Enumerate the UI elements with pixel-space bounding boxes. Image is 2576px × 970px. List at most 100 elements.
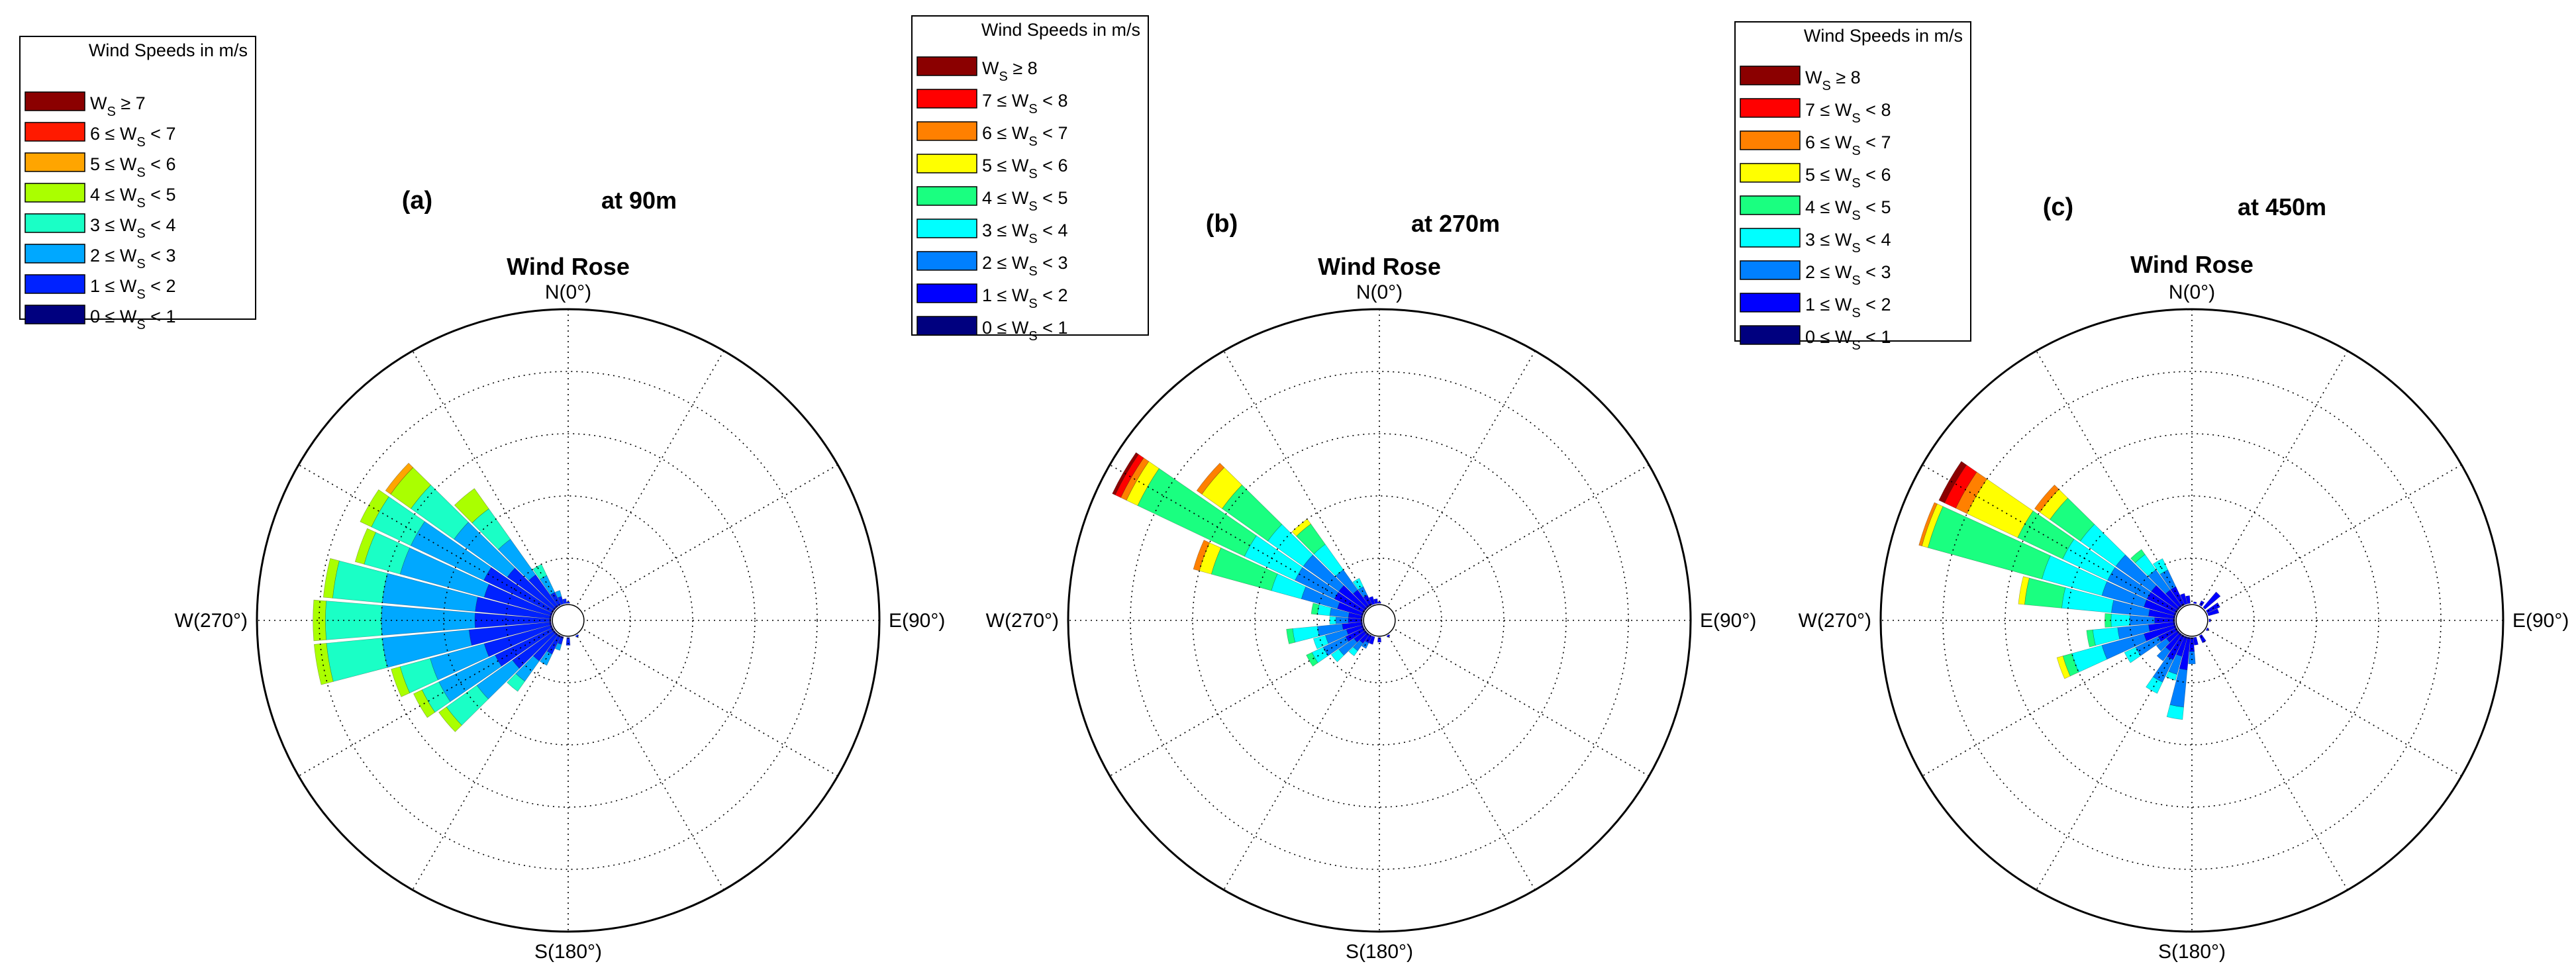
legend-label: 0 ≤ WS < 1 <box>1805 327 1891 353</box>
legend-label: 7 ≤ WS < 8 <box>1805 100 1891 126</box>
petal-dir-290-band-4 <box>1927 506 2051 579</box>
petal-dir-280-band-1 <box>1348 612 1362 619</box>
petal-dir-290-band-4 <box>1211 548 1278 591</box>
center-hole <box>2175 604 2208 637</box>
petal-dir-310-band-1 <box>2151 585 2179 610</box>
petal-dir-280-band-4 <box>2024 577 2066 608</box>
petal-dir-230-band-4 <box>438 706 462 732</box>
legend-swatch <box>916 251 977 271</box>
petal-dir-350-band-1 <box>562 598 567 605</box>
legend-label: 5 ≤ WS < 6 <box>1805 165 1891 191</box>
legend-label: 0 ≤ WS < 1 <box>982 318 1067 344</box>
petal-dir-150-band-1 <box>575 634 579 638</box>
petal-dir-280-band-0 <box>549 615 552 619</box>
petal-dir-150-band-1 <box>1386 634 1391 638</box>
petal-dir-220-band-1 <box>2165 633 2182 652</box>
legend-label: 6 ≤ WS < 7 <box>90 124 175 150</box>
petal-dir-270-band-2 <box>1335 616 1349 624</box>
petal-dir-300-band-3 <box>1244 535 1303 581</box>
petal-dir-300-band-4 <box>1137 468 1257 557</box>
petal-dir-350-band-1 <box>2185 595 2191 605</box>
petal-dir-190-band-0 <box>2187 636 2191 640</box>
petal-dir-45-band-1 <box>2203 591 2221 610</box>
petal-dir-300-band-3 <box>2062 538 2116 581</box>
petal-dir-200-band-0 <box>2183 636 2188 639</box>
petal-dir-320-band-4 <box>454 488 489 524</box>
petal-dir-250-band-0 <box>2173 624 2177 629</box>
legend-title: Wind Speeds in m/s <box>89 40 248 60</box>
petal-dir-300-band-2 <box>2107 567 2152 600</box>
petal-dir-250-band-0 <box>1361 624 1364 629</box>
petal-dir-280-band-4 <box>1311 603 1320 615</box>
wind-rose-chart-3: Wind Speeds in m/s WS ≥ 8 7 ≤ WS < 8 6 ≤ WS… <box>1734 21 2569 963</box>
petal-dir-230-band-0 <box>1363 630 1368 634</box>
petal-dir-320-band-3 <box>471 509 511 550</box>
petal-dir-330-band-3 <box>1352 577 1364 590</box>
petal-dir-200-band-2 <box>2168 654 2183 675</box>
legend-swatch <box>916 186 977 206</box>
petal-dir-250-band-0 <box>550 624 553 629</box>
legend-swatch <box>916 154 977 173</box>
petal-dir-290-band-5 <box>1199 542 1222 575</box>
legend-label: 1 ≤ WS < 2 <box>982 285 1067 311</box>
petal-dir-320-band-0 <box>554 605 559 609</box>
direction-label-e: E(90°) <box>889 610 945 632</box>
legend-label: 4 ≤ WS < 5 <box>1805 197 1891 223</box>
polar-grid <box>256 308 881 933</box>
direction-label-n: N(0°) <box>2169 281 2215 303</box>
legend-swatch <box>916 121 977 141</box>
petal-dir-270-band-3 <box>1329 616 1336 625</box>
legend-swatch <box>916 56 977 76</box>
petals <box>313 462 579 732</box>
panel-label: (a) <box>402 187 432 215</box>
grid-ring <box>381 433 756 808</box>
legend-title: Wind Speeds in m/s <box>1804 26 1963 46</box>
petal-dir-290-band-3 <box>2042 555 2108 596</box>
petal-dir-300-band-8 <box>1938 461 1967 503</box>
petal-dir-10-band-1 <box>2193 601 2197 605</box>
direction-label-e: E(90°) <box>1700 610 1756 632</box>
legend-swatch <box>25 183 85 203</box>
height-label: at 270m <box>1411 210 1500 237</box>
petal-dir-280-band-1 <box>475 597 551 619</box>
petal-dir-320-band-4 <box>2130 549 2146 563</box>
petal-dir-280-band-4 <box>323 558 340 599</box>
legend-label: 4 ≤ WS < 5 <box>982 188 1067 214</box>
petal-dir-330-band-2 <box>539 575 556 595</box>
wind-rose-chart-2: Wind Speeds in m/s WS ≥ 8 7 ≤ WS < 8 6 ≤ WS… <box>911 15 1756 963</box>
petal-dir-0-band-1 <box>566 601 570 604</box>
height-label: at 90m <box>601 187 677 214</box>
petal-dir-280-band-2 <box>1329 607 1350 618</box>
direction-label-w: W(270°) <box>175 610 248 632</box>
petal-dir-330-band-1 <box>550 592 562 607</box>
petal-dir-180-band-1 <box>1377 637 1381 643</box>
grid-ring <box>2005 433 2379 808</box>
petal-dir-230-band-1 <box>1354 630 1367 643</box>
petal-dir-190-band-2 <box>2169 668 2188 708</box>
petal-dir-240-band-2 <box>1322 636 1349 656</box>
legend-swatch <box>916 283 977 303</box>
petal-dir-260-band-1 <box>2148 622 2175 632</box>
petal-dir-290-band-1 <box>483 583 552 616</box>
center-hole <box>1363 604 1396 637</box>
petal-dir-310-band-5 <box>385 462 414 495</box>
grid-ring <box>1942 371 2442 870</box>
petal-dir-300-band-1 <box>1334 591 1365 613</box>
legend-swatch <box>25 305 85 324</box>
direction-label-n: N(0°) <box>545 281 591 303</box>
petal-dir-220-band-2 <box>1352 640 1363 652</box>
petal-dir-290-band-2 <box>2101 581 2148 608</box>
petal-dir-300-band-7 <box>1115 454 1144 498</box>
legend-label: 4 ≤ WS < 5 <box>90 185 175 211</box>
petal-dir-250-band-2 <box>2101 633 2148 660</box>
petal-dir-260-band-3 <box>1292 626 1320 643</box>
direction-label-s: S(180°) <box>1346 941 1413 963</box>
petal-dir-300-band-2 <box>1295 567 1339 600</box>
petal-dir-210-band-2 <box>2152 655 2174 683</box>
petal-dir-220-band-0 <box>1365 632 1370 636</box>
petal-dir-270-band-4 <box>2105 613 2112 628</box>
legend-swatch <box>916 316 977 336</box>
petal-dir-300-band-4 <box>360 489 389 528</box>
petal-dir-340-band-2 <box>555 590 562 599</box>
